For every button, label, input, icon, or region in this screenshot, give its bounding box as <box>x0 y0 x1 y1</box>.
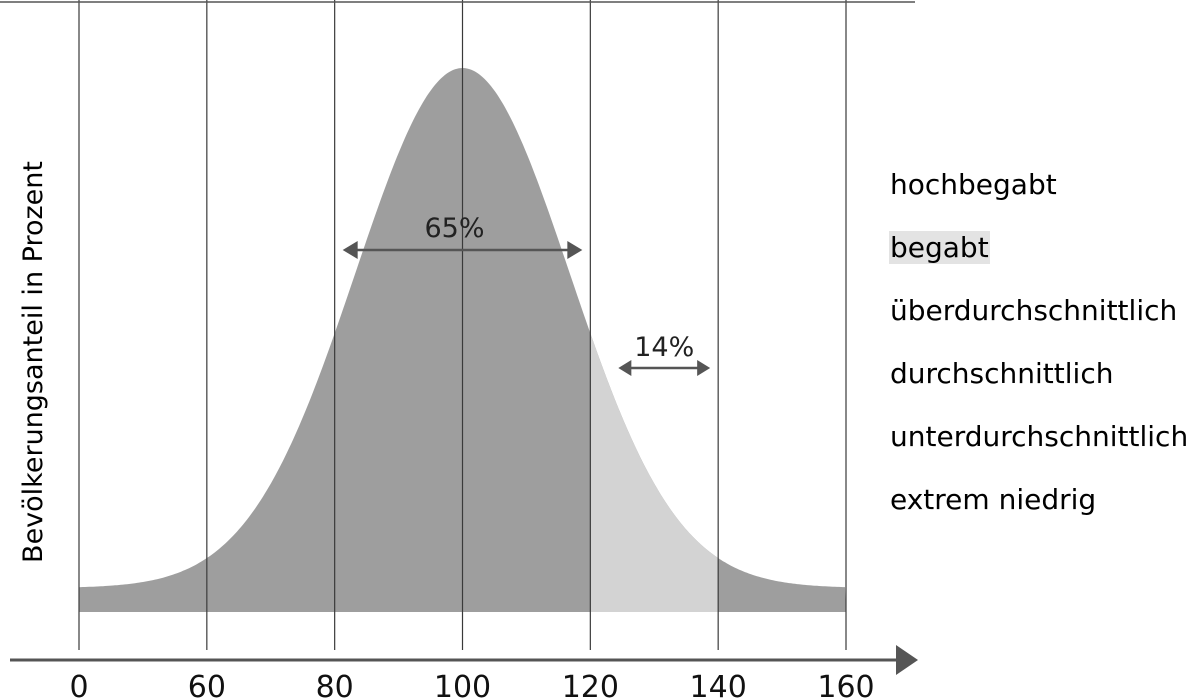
legend-item-ueberdurchschnittlich: überdurchschnittlich <box>890 294 1178 327</box>
x-tick-label-0: 0 <box>69 670 88 700</box>
x-tick-label-60: 60 <box>188 670 226 700</box>
category-legend: hochbegabt begabt überdurchschnittlich d… <box>889 153 1189 531</box>
x-axis <box>0 1 918 675</box>
highlight-region <box>590 333 719 612</box>
x-tick-label-160: 160 <box>817 670 874 700</box>
y-axis-label: Bevölkerungsanteil in Prozent <box>18 161 49 563</box>
x-tick-label-80: 80 <box>316 670 354 700</box>
annotation-arrowhead-left-1 <box>342 241 358 259</box>
grid-lines <box>78 0 847 650</box>
annotation-arrowhead-right-1 <box>567 241 583 259</box>
legend-item-hochbegabt: hochbegabt <box>890 168 1057 201</box>
legend-item-extrem-niedrig: extrem niedrig <box>890 483 1097 516</box>
x-axis-arrowhead <box>896 645 918 675</box>
x-tick-labels: 0 60 80 100 120 140 160 <box>69 670 874 700</box>
x-tick-label-140: 140 <box>690 670 747 700</box>
legend-item-begabt: begabt <box>889 231 990 264</box>
legend-item-durchschnittlich: durchschnittlich <box>890 357 1114 390</box>
legend-item-unterdurchschnittlich: unterdurchschnittlich <box>890 420 1189 453</box>
annotation-arrowhead-right-2 <box>697 360 711 376</box>
x-tick-label-100: 100 <box>434 670 491 700</box>
x-tick-label-120: 120 <box>562 670 619 700</box>
annotation-label-2: 14% <box>634 332 694 363</box>
annotation-arrowhead-left-2 <box>618 360 632 376</box>
annotation-label-1: 65% <box>424 213 484 244</box>
annotations: 65% 14% <box>342 213 711 376</box>
